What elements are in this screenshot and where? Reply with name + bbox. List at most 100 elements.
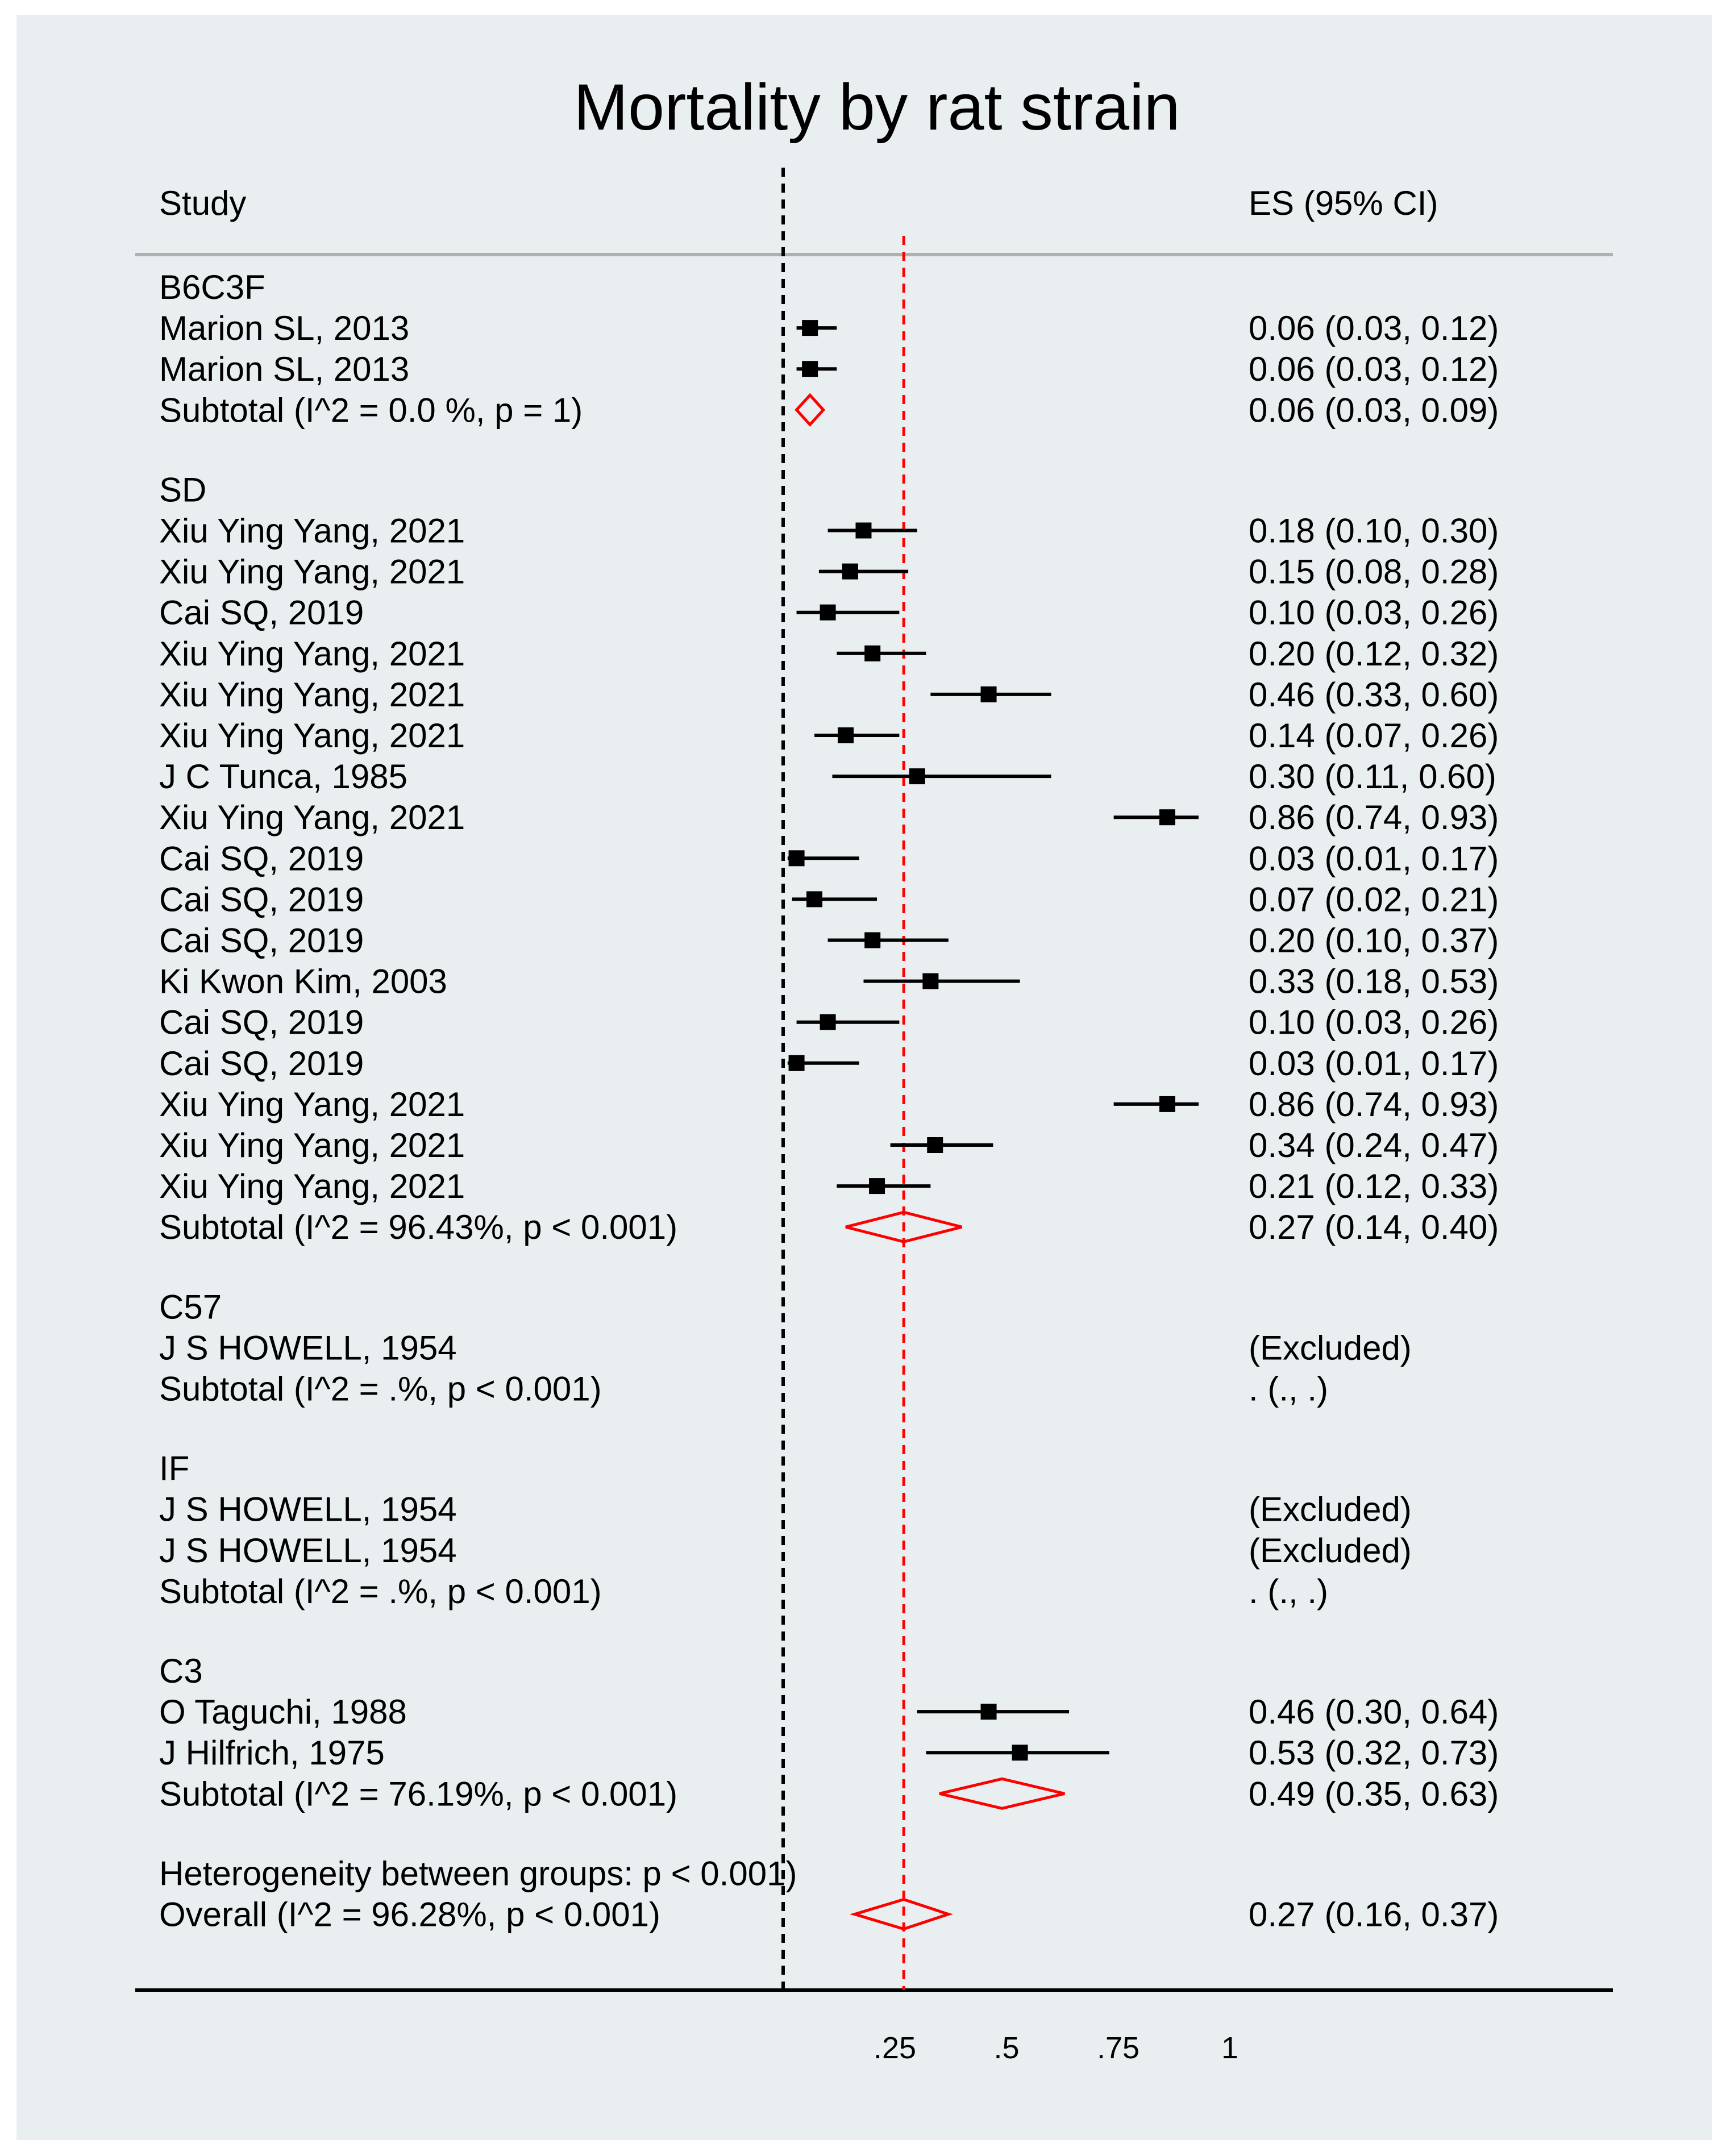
- study-label: Xiu Ying Yang, 2021: [159, 1085, 465, 1123]
- study-es-ci: 0.21 (0.12, 0.33): [1249, 1167, 1499, 1205]
- group-label: B6C3F: [159, 268, 265, 306]
- subtotal-label: Subtotal (I^2 = .%, p < 0.001): [159, 1370, 602, 1408]
- x-tick-label: .75: [1097, 2031, 1139, 2065]
- study-marker: [788, 1055, 805, 1071]
- study-es-ci: 0.20 (0.12, 0.32): [1249, 635, 1499, 673]
- x-tick-label: 1: [1221, 2031, 1238, 2065]
- study-label: Cai SQ, 2019: [159, 1004, 364, 1042]
- subtotal-es-ci: 0.27 (0.14, 0.40): [1249, 1208, 1499, 1246]
- overall-label: Overall (I^2 = 96.28%, p < 0.001): [159, 1896, 660, 1934]
- study-marker: [927, 1137, 943, 1153]
- study-es-ci: 0.15 (0.08, 0.28): [1249, 553, 1499, 591]
- study-marker: [1012, 1745, 1028, 1761]
- study-label: J S HOWELL, 1954: [159, 1491, 457, 1529]
- study-label: Cai SQ, 2019: [159, 922, 364, 960]
- study-label: J S HOWELL, 1954: [159, 1329, 457, 1367]
- study-es-ci: 0.46 (0.30, 0.64): [1249, 1693, 1499, 1731]
- study-label: Cai SQ, 2019: [159, 839, 364, 877]
- study-label: J C Tunca, 1985: [159, 757, 407, 796]
- study-marker: [980, 1704, 997, 1720]
- study-marker: [909, 768, 925, 785]
- study-es-ci: 0.06 (0.03, 0.12): [1249, 350, 1499, 388]
- study-es-ci: 0.30 (0.11, 0.60): [1249, 757, 1496, 796]
- study-es-ci: 0.34 (0.24, 0.47): [1249, 1126, 1499, 1164]
- x-tick-label: .5: [993, 2031, 1019, 2065]
- heterogeneity-between-groups: Heterogeneity between groups: p < 0.001): [159, 1854, 797, 1892]
- study-es-ci: 0.10 (0.03, 0.26): [1249, 594, 1499, 632]
- subtotal-diamond: [939, 1777, 1065, 1810]
- study-es-ci: 0.03 (0.01, 0.17): [1249, 1044, 1499, 1083]
- study-es-ci: 0.20 (0.10, 0.37): [1249, 922, 1499, 960]
- study-marker: [802, 361, 818, 377]
- study-es-ci: 0.86 (0.74, 0.93): [1249, 798, 1499, 836]
- study-es-ci: (Excluded): [1249, 1531, 1412, 1570]
- study-es-ci: 0.07 (0.02, 0.21): [1249, 880, 1499, 918]
- header-study: Study: [159, 184, 246, 222]
- study-label: Marion SL, 2013: [159, 309, 409, 347]
- study-label: O Taguchi, 1988: [159, 1693, 407, 1731]
- plot-background: [16, 15, 1712, 2140]
- subtotal-es-ci: 0.06 (0.03, 0.09): [1249, 391, 1499, 429]
- subtotal-label: Subtotal (I^2 = 76.19%, p < 0.001): [159, 1775, 677, 1813]
- study-marker: [1159, 809, 1175, 826]
- study-es-ci: (Excluded): [1249, 1329, 1412, 1367]
- study-label: Xiu Ying Yang, 2021: [159, 635, 465, 673]
- subtotal-label: Subtotal (I^2 = .%, p < 0.001): [159, 1572, 602, 1610]
- subtotal-es-ci: . (., .): [1249, 1572, 1328, 1610]
- study-es-ci: 0.18 (0.10, 0.30): [1249, 512, 1499, 550]
- study-marker: [820, 1014, 836, 1030]
- overall-es-ci: 0.27 (0.16, 0.37): [1249, 1896, 1499, 1934]
- study-marker: [788, 850, 805, 867]
- subtotal-es-ci: . (., .): [1249, 1370, 1328, 1408]
- study-label: Marion SL, 2013: [159, 350, 409, 388]
- study-label: Xiu Ying Yang, 2021: [159, 553, 465, 591]
- study-marker: [980, 686, 997, 702]
- study-es-ci: (Excluded): [1249, 1491, 1412, 1529]
- group-label: SD: [159, 471, 206, 509]
- chart-title: Mortality by rat strain: [573, 71, 1180, 144]
- overall-diamond: [850, 1897, 953, 1931]
- study-label: J S HOWELL, 1954: [159, 1531, 457, 1570]
- study-marker: [802, 320, 818, 336]
- study-marker: [806, 891, 823, 908]
- study-label: Cai SQ, 2019: [159, 594, 364, 632]
- study-es-ci: 0.14 (0.07, 0.26): [1249, 717, 1499, 755]
- study-label: Ki Kwon Kim, 2003: [159, 963, 447, 1001]
- study-es-ci: 0.06 (0.03, 0.12): [1249, 309, 1499, 347]
- study-marker: [1159, 1096, 1175, 1112]
- study-label: J Hilfrich, 1975: [159, 1734, 385, 1772]
- study-es-ci: 0.10 (0.03, 0.26): [1249, 1004, 1499, 1042]
- study-es-ci: 0.33 (0.18, 0.53): [1249, 963, 1499, 1001]
- study-label: Xiu Ying Yang, 2021: [159, 798, 465, 836]
- study-label: Xiu Ying Yang, 2021: [159, 717, 465, 755]
- study-es-ci: 0.86 (0.74, 0.93): [1249, 1085, 1499, 1123]
- study-label: Xiu Ying Yang, 2021: [159, 512, 465, 550]
- x-tick-label: .25: [874, 2031, 916, 2065]
- subtotal-es-ci: 0.49 (0.35, 0.63): [1249, 1775, 1499, 1813]
- study-marker: [864, 645, 881, 661]
- study-label: Cai SQ, 2019: [159, 880, 364, 918]
- study-label: Xiu Ying Yang, 2021: [159, 676, 465, 714]
- study-marker: [922, 973, 939, 989]
- study-es-ci: 0.03 (0.01, 0.17): [1249, 839, 1499, 877]
- study-es-ci: 0.53 (0.32, 0.73): [1249, 1734, 1499, 1772]
- study-marker: [838, 727, 854, 743]
- study-label: Cai SQ, 2019: [159, 1044, 364, 1083]
- study-label: Xiu Ying Yang, 2021: [159, 1167, 465, 1205]
- group-label: C3: [159, 1652, 203, 1690]
- study-marker: [864, 932, 881, 948]
- study-marker: [820, 604, 836, 621]
- study-es-ci: 0.46 (0.33, 0.60): [1249, 676, 1499, 714]
- subtotal-label: Subtotal (I^2 = 0.0 %, p = 1): [159, 391, 583, 429]
- group-label: C57: [159, 1288, 222, 1326]
- study-marker: [855, 522, 872, 539]
- study-label: Xiu Ying Yang, 2021: [159, 1126, 465, 1164]
- subtotal-diamond: [795, 393, 826, 427]
- group-label: IF: [159, 1450, 189, 1488]
- header-es: ES (95% CI): [1249, 184, 1438, 222]
- study-marker: [869, 1178, 885, 1194]
- subtotal-diamond: [845, 1210, 963, 1243]
- subtotal-label: Subtotal (I^2 = 96.43%, p < 0.001): [159, 1208, 677, 1246]
- study-marker: [842, 563, 858, 580]
